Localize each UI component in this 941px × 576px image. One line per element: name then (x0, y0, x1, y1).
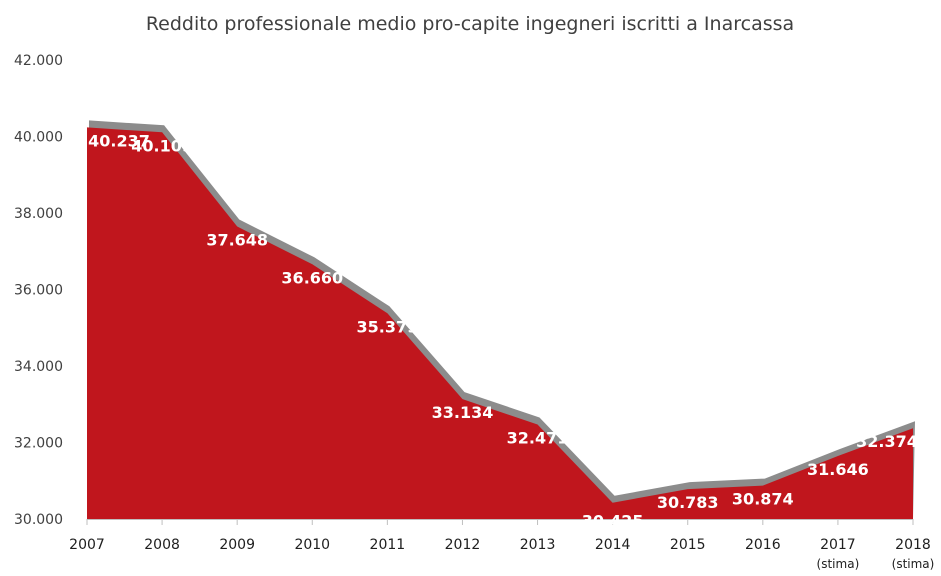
x-tick-label: 2017 (820, 537, 856, 553)
x-tick-label: 2013 (520, 537, 556, 553)
x-tick-label: 2011 (370, 537, 406, 553)
data-label: 33.134 (432, 403, 494, 422)
x-tick-label: 2010 (294, 537, 330, 553)
x-tick-label: 2014 (595, 537, 631, 553)
data-label: 30.425 (582, 512, 644, 531)
data-label: 40.237 (88, 131, 150, 150)
y-tick-label: 32.000 (14, 436, 63, 452)
data-label: 30.783 (657, 493, 719, 512)
x-tick-label: 2012 (445, 537, 481, 553)
y-tick-label: 36.000 (14, 283, 63, 299)
data-label: 31.646 (807, 460, 869, 479)
data-label: 37.648 (206, 231, 268, 250)
y-tick-label: 30.000 (14, 512, 63, 528)
data-label: 35.379 (357, 317, 419, 336)
x-tick-sublabel: (stima) (817, 557, 860, 571)
x-tick-label: 2015 (670, 537, 706, 553)
y-tick-label: 42.000 (14, 53, 63, 69)
area-fill (87, 127, 913, 520)
x-tick-label: 2018 (895, 537, 931, 553)
x-tick-label: 2007 (69, 537, 105, 553)
chart-title: Reddito professionale medio pro-capite i… (146, 13, 794, 35)
x-tick-label: 2008 (144, 537, 180, 553)
x-axis: 2007 2008 2009 2010 2011 2012 2013 2014 2015 2016… (69, 519, 934, 571)
y-tick-label: 34.000 (14, 359, 63, 375)
x-tick-label: 2009 (219, 537, 255, 553)
data-label: 32.374 (856, 432, 918, 451)
y-axis: 30.000 32.000 34.000 36.000 38.000 40.000 42.0… (14, 53, 63, 528)
data-label: 30.874 (732, 490, 794, 509)
x-tick-sublabel: (stima) (892, 557, 935, 571)
data-label: 32.471 (507, 429, 569, 448)
data-label: 36.660 (281, 268, 343, 287)
data-label: 40.109 (131, 136, 193, 155)
y-tick-label: 40.000 (14, 130, 63, 146)
x-tick-label: 2016 (745, 537, 781, 553)
area-series (86, 120, 915, 520)
y-tick-label: 38.000 (14, 206, 63, 222)
